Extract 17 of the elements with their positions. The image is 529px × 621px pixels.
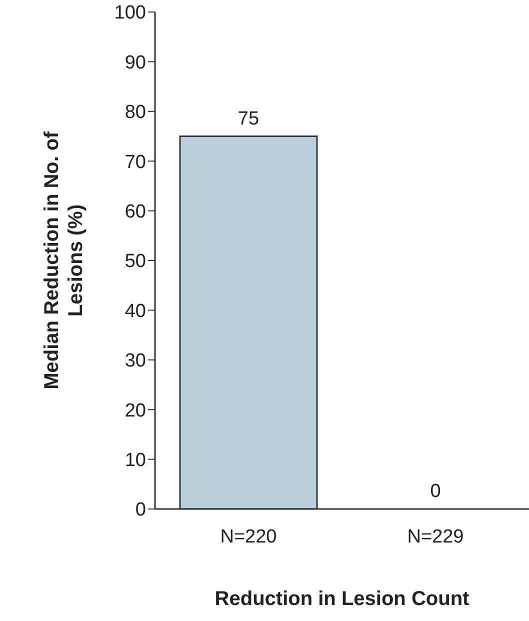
x-tick-label: N=229: [407, 526, 464, 548]
y-tick-label: 40: [124, 300, 146, 322]
y-tick-label: 100: [114, 2, 146, 24]
data-label: 0: [430, 481, 441, 502]
y-tick-label: 90: [124, 52, 146, 74]
y-tick-label: 30: [124, 350, 146, 372]
y-axis-title: Median Reduction in No. of Lesions (%): [41, 131, 87, 390]
y-tick-label: 60: [124, 202, 146, 223]
y-tick-label: 10: [124, 450, 146, 472]
y-tick-label: 50: [124, 251, 146, 272]
y-tick-label: 20: [124, 400, 146, 422]
y-tick-label: 80: [124, 102, 146, 124]
y-tick-label: 0: [135, 500, 146, 521]
x-tick-label: N=220: [220, 526, 277, 548]
data-label: 75: [238, 108, 260, 130]
y-tick-label: 70: [124, 152, 146, 173]
x-axis-title: Reduction in Lesion Count: [214, 588, 470, 610]
